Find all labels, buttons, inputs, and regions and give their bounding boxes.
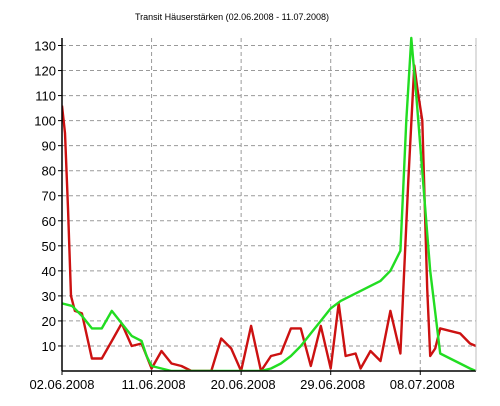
- y-tick-label: 120: [34, 64, 56, 79]
- axes: [58, 38, 477, 375]
- y-tick-label: 30: [42, 289, 56, 304]
- x-tick-label: 20.06.2008: [211, 377, 276, 392]
- tick-labels: 10 20 30 40 50 60 70 80 90 100 110 120 130 02.06.2008…: [29, 39, 454, 392]
- y-tick-label: 20: [42, 314, 56, 329]
- y-tick-label: 60: [42, 214, 56, 229]
- y-tick-label: 70: [42, 189, 56, 204]
- x-tick-label: 02.06.2008: [29, 377, 94, 392]
- x-tick-label: 11.06.2008: [122, 377, 186, 392]
- y-tick-label: 100: [34, 114, 56, 129]
- chart-title: Transit Häuserstärken (02.06.2008 - 11.0…: [135, 12, 329, 22]
- y-tick-label: 80: [42, 164, 56, 179]
- y-tick-label: 50: [42, 239, 56, 254]
- x-tick-label: 08.07.2008: [390, 377, 455, 392]
- series-line-red: [62, 64, 476, 371]
- x-tick-label: 29.06.2008: [300, 377, 365, 392]
- y-tick-label: 110: [35, 89, 56, 104]
- y-tick-label: 130: [34, 39, 56, 54]
- series-line-green: [62, 36, 476, 371]
- series-layer: [62, 36, 476, 371]
- y-tick-label: 40: [42, 264, 56, 279]
- y-tick-label: 10: [42, 339, 56, 354]
- y-tick-label: 90: [42, 139, 56, 154]
